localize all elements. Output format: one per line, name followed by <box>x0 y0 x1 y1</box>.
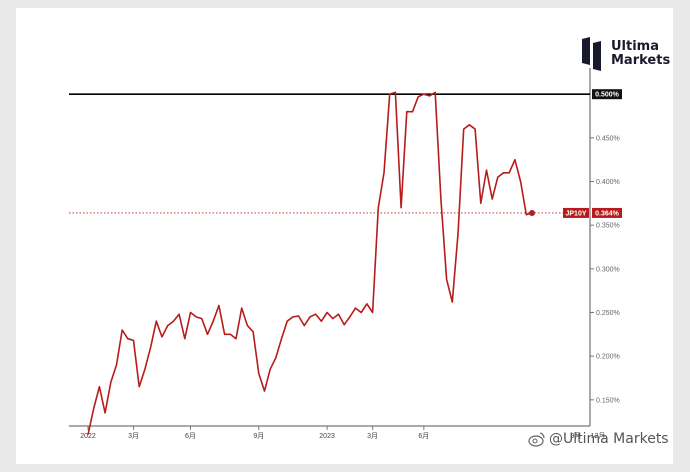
series-line-jp10y <box>87 91 533 435</box>
y-tick-label: 0.450% <box>596 135 620 142</box>
x-tick-label: 2023 <box>319 433 335 440</box>
brand-name: Ultima Markets <box>611 40 670 68</box>
line-chart: 0.150% 0.200% 0.250% 0.300% 0.350% 0.400% 0.45… <box>69 68 622 440</box>
x-tick-label: 3月 <box>128 432 139 440</box>
x-tick-label: 9月 <box>571 432 582 440</box>
current-value-badge <box>592 207 622 218</box>
x-tick-label: 3月 <box>367 432 378 440</box>
y-tick-label: 0.350% <box>596 223 620 230</box>
brand-name-line1: Ultima <box>611 39 660 54</box>
x-tick-label: 6月 <box>185 432 196 440</box>
weibo-icon <box>528 432 545 447</box>
x-tick-label: 9月 <box>253 432 264 440</box>
x-tick-label: 12月 <box>591 432 606 440</box>
current-value-label: 0.364% <box>595 210 620 217</box>
ultima-logo-icon <box>582 37 601 71</box>
reference-badge <box>592 89 622 100</box>
y-tick-label: 0.150% <box>596 397 620 404</box>
y-tick-label: 0.250% <box>596 310 620 317</box>
y-tick-label: 0.400% <box>596 179 620 186</box>
series-name-badge <box>563 207 589 218</box>
y-tick-label: 0.200% <box>596 354 620 361</box>
y-tick-label: 0.300% <box>596 266 620 273</box>
brand-name-line2: Markets <box>611 53 671 68</box>
reference-label: 0.500% <box>595 92 620 99</box>
x-tick-label: 6月 <box>418 432 429 440</box>
chart-card: 0.150% 0.200% 0.250% 0.300% 0.350% 0.400% 0.45… <box>16 8 673 464</box>
watermark-text: @Ultima Markets <box>549 431 669 447</box>
watermark: @Ultima Markets <box>528 430 669 448</box>
series-name-label: JP10Y <box>565 210 586 217</box>
x-tick-label: 2022 <box>80 433 96 440</box>
brand-logo: Ultima Markets <box>582 34 670 74</box>
last-data-point <box>529 209 535 216</box>
